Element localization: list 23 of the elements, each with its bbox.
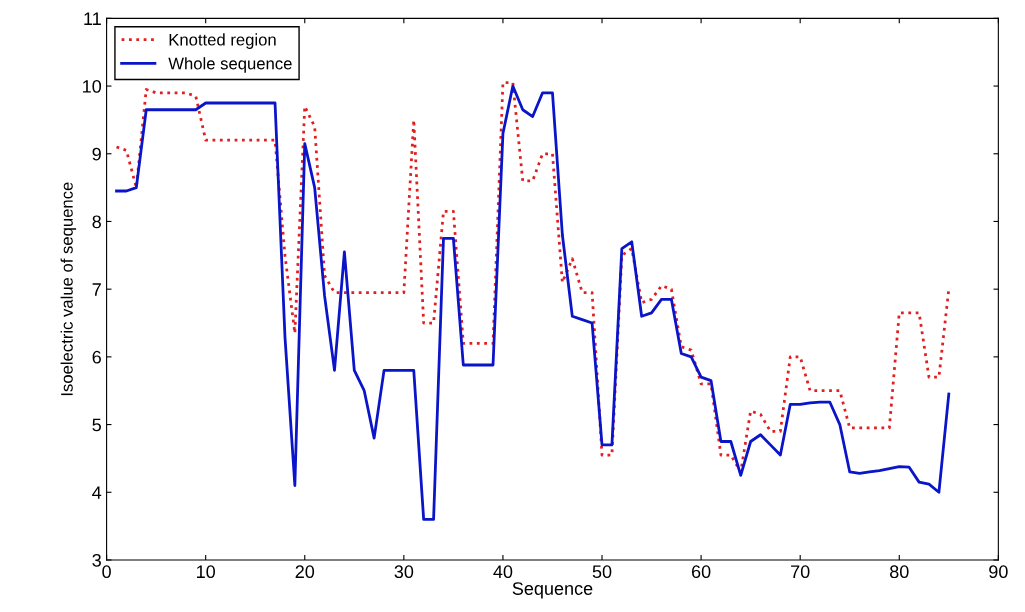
y-tick-label: 8 xyxy=(92,215,101,229)
y-tick-label: 4 xyxy=(92,486,102,499)
x-tick-label: 30 xyxy=(394,565,414,579)
y-tick-label: 11 xyxy=(84,12,101,25)
y-tick-label: 3 xyxy=(92,553,101,567)
x-tick-label: 20 xyxy=(295,565,315,579)
x-tick-label: 70 xyxy=(791,565,810,579)
y-tick-label: 6 xyxy=(92,350,101,364)
x-tick-label: 80 xyxy=(890,565,909,579)
y-tick-label: 10 xyxy=(83,80,102,93)
legend-label: Whole sequence xyxy=(168,57,292,73)
x-tick-label: 0 xyxy=(102,565,111,579)
legend-label: Knotted region xyxy=(169,33,276,49)
y-tick-label: 9 xyxy=(92,147,101,161)
y-axis-title: Isoelectric value of sequence xyxy=(60,182,77,396)
x-tick-label: 60 xyxy=(691,565,711,579)
x-tick-label: 90 xyxy=(989,565,1008,579)
x-axis-title: Sequence xyxy=(512,582,593,599)
y-tick-label: 5 xyxy=(92,418,101,432)
x-tick-label: 10 xyxy=(197,565,216,579)
x-tick-label: 40 xyxy=(493,565,513,579)
y-tick-label: 7 xyxy=(92,283,101,296)
x-tick-label: 50 xyxy=(592,565,612,579)
